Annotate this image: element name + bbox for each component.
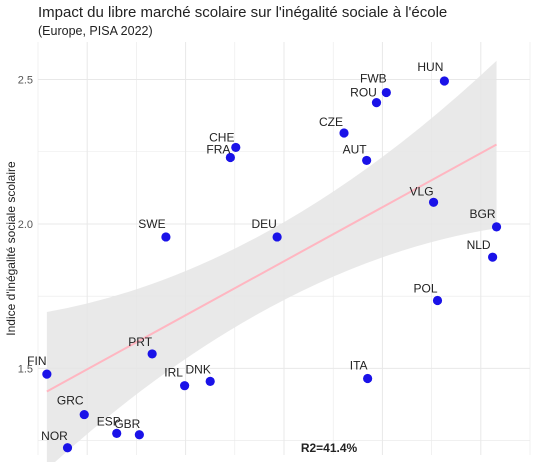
point-cze (339, 128, 349, 138)
y-tick-label: 2.0 (18, 219, 33, 231)
axis-layer: 1.5 2.0 2.5 Indice d'inégalité sociale scol… (4, 75, 358, 455)
point-fin (42, 369, 52, 379)
point-irl (180, 381, 190, 391)
y-tick-label: 2.5 (18, 75, 33, 87)
point-deu (272, 232, 282, 242)
trend-line-layer (46, 143, 498, 393)
point-label-vlg: VLG (410, 184, 434, 198)
point-label-rou: ROU (350, 86, 377, 100)
point-label-aut: AUT (343, 142, 368, 156)
point-label-fwb: FWB (360, 72, 387, 86)
point-hun (439, 76, 449, 86)
point-esp (112, 428, 122, 438)
point-ita (363, 373, 373, 384)
point-label-hun: HUN (417, 60, 443, 74)
point-gbr (134, 430, 144, 440)
point-label-fin: FIN (27, 354, 46, 368)
point-label-prt: PRT (128, 335, 152, 349)
point-pol (432, 295, 443, 306)
point-label-swe: SWE (138, 217, 165, 231)
point-dnk (205, 376, 215, 386)
point-rou (371, 98, 382, 108)
y-tick-label: 1.5 (18, 363, 33, 375)
point-bgr (491, 222, 502, 232)
point-fra (225, 152, 235, 163)
point-label-bgr: BGR (470, 207, 496, 221)
point-fwb (381, 87, 391, 98)
point-label-grc: GRC (57, 394, 84, 408)
point-label-irl: IRL (164, 366, 183, 380)
point-label-nld: NLD (467, 238, 491, 252)
y-axis-label: Indice d'inégalité sociale scolaire (4, 161, 18, 336)
point-nld (488, 252, 498, 262)
point-label-esp: ESP (97, 414, 121, 428)
point-grc (79, 409, 89, 420)
point-label-che: CHE (209, 130, 234, 144)
points-layer (42, 76, 502, 453)
point-label-dnk: DNK (186, 362, 211, 376)
point-label-pol: POL (413, 281, 437, 295)
point-label-gbr: GBR (114, 417, 140, 431)
point-nor (62, 443, 73, 453)
point-label-ita: ITA (350, 358, 368, 372)
point-label-cze: CZE (319, 115, 343, 129)
point-prt (147, 349, 157, 359)
point-swe (161, 232, 171, 242)
trend-line (46, 143, 498, 393)
point-che (231, 142, 241, 153)
r2-annotation: R2=41.4% (301, 441, 358, 455)
confidence-band (46, 60, 497, 462)
confidence-band-layer (46, 60, 497, 462)
point-label-nor: NOR (41, 429, 68, 443)
chart-subtitle: (Europe, PISA 2022) (38, 24, 153, 38)
point-label-deu: DEU (251, 217, 276, 231)
chart-title: Impact du libre marché scolaire sur l'in… (38, 4, 448, 21)
point-aut (362, 155, 372, 166)
point-vlg (428, 197, 439, 207)
point-label-fra: FRA (206, 143, 230, 157)
